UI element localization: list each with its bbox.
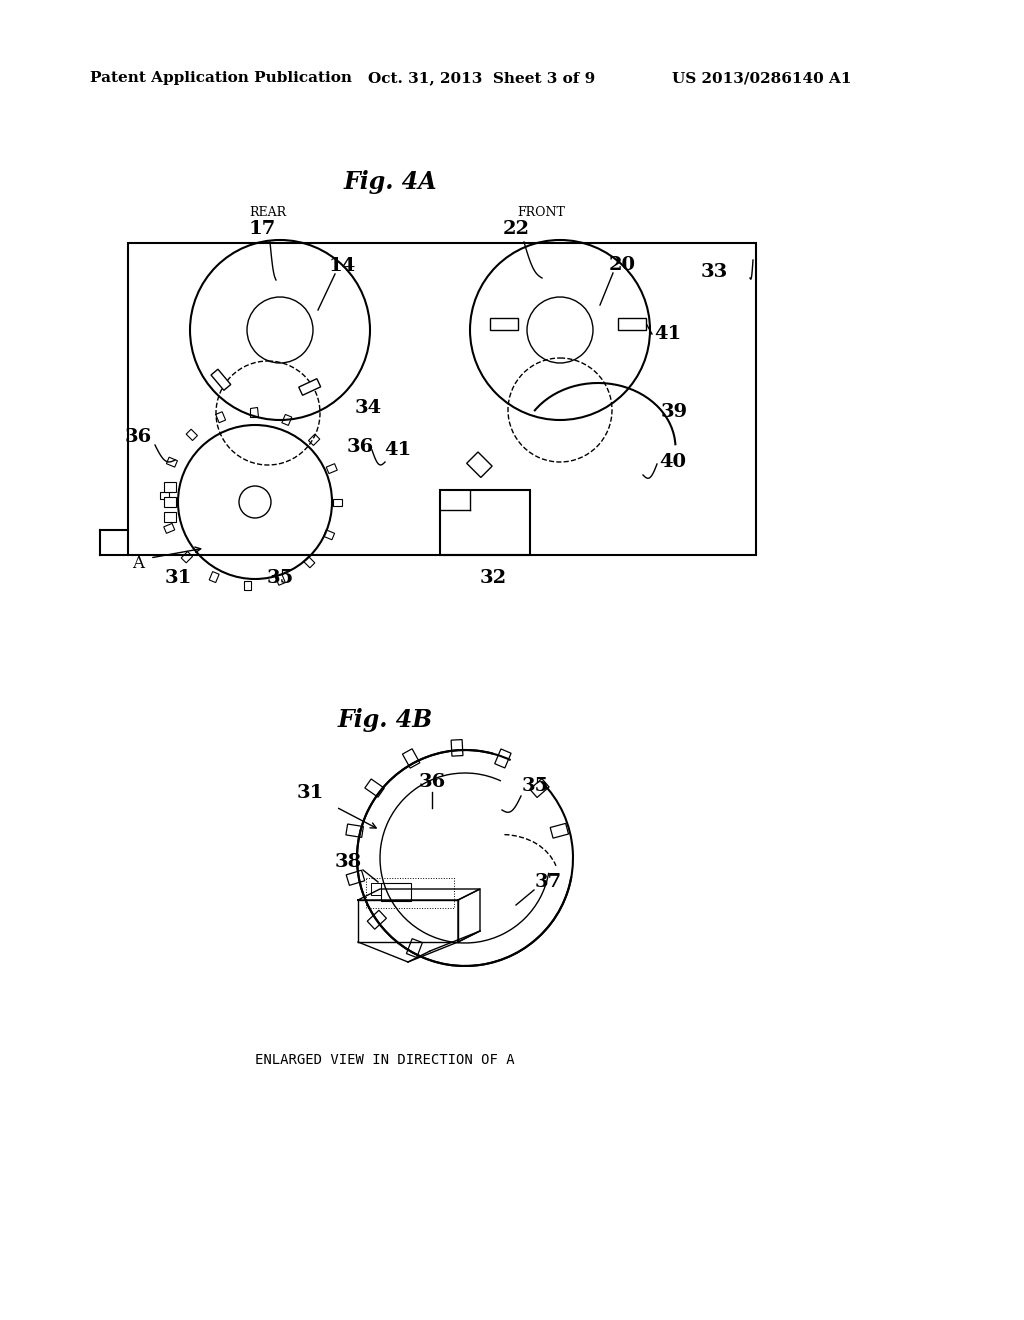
Bar: [618, 318, 646, 330]
Bar: [402, 748, 420, 768]
Bar: [333, 499, 341, 506]
Bar: [160, 491, 169, 499]
Text: 40: 40: [659, 453, 686, 471]
Text: 31: 31: [296, 784, 324, 803]
Bar: [216, 412, 225, 422]
Bar: [209, 572, 219, 582]
Bar: [346, 824, 364, 837]
Text: US 2013/0286140 A1: US 2013/0286140 A1: [672, 71, 852, 84]
Bar: [181, 552, 193, 562]
Bar: [490, 318, 518, 330]
Text: Fig. 4A: Fig. 4A: [343, 170, 437, 194]
Bar: [529, 779, 549, 797]
Text: 38: 38: [335, 853, 361, 871]
Text: 34: 34: [354, 399, 382, 417]
Bar: [346, 870, 365, 886]
Bar: [167, 457, 177, 467]
Bar: [164, 498, 176, 507]
Text: FRONT: FRONT: [517, 206, 565, 219]
Bar: [308, 434, 319, 445]
Text: 41: 41: [654, 325, 682, 343]
Bar: [381, 883, 411, 902]
Text: 14: 14: [329, 257, 355, 275]
Text: ENLARGED VIEW IN DIRECTION OF A: ENLARGED VIEW IN DIRECTION OF A: [255, 1053, 515, 1067]
Bar: [303, 557, 314, 568]
Text: 36: 36: [346, 438, 374, 455]
Bar: [164, 482, 176, 492]
Bar: [440, 490, 530, 554]
Text: 17: 17: [249, 220, 275, 238]
Bar: [299, 379, 321, 395]
Text: 31: 31: [164, 569, 191, 587]
Bar: [407, 939, 423, 957]
Bar: [275, 574, 286, 585]
Bar: [251, 408, 257, 417]
Text: Fig. 4B: Fig. 4B: [337, 708, 432, 733]
Text: REAR: REAR: [250, 206, 287, 219]
Text: 20: 20: [608, 256, 636, 275]
Text: A: A: [132, 556, 144, 573]
Text: Patent Application Publication: Patent Application Publication: [90, 71, 352, 84]
Bar: [211, 370, 230, 391]
Text: 22: 22: [503, 220, 529, 238]
Bar: [164, 524, 175, 533]
Bar: [368, 911, 386, 929]
Text: 33: 33: [700, 263, 728, 281]
Bar: [452, 739, 463, 756]
Bar: [467, 451, 493, 478]
Bar: [186, 429, 198, 441]
Text: 35: 35: [521, 777, 549, 795]
Text: 37: 37: [535, 873, 561, 891]
Text: 39: 39: [660, 403, 687, 421]
Bar: [495, 748, 511, 768]
Bar: [371, 883, 381, 895]
Text: 36: 36: [419, 774, 445, 791]
Bar: [128, 243, 756, 554]
Bar: [324, 529, 335, 540]
Text: 36: 36: [124, 428, 152, 446]
Text: 41: 41: [384, 441, 412, 459]
Bar: [550, 824, 568, 838]
Bar: [282, 414, 292, 425]
Bar: [244, 581, 251, 590]
Text: 35: 35: [266, 569, 294, 587]
Bar: [164, 512, 176, 521]
Text: 32: 32: [479, 569, 507, 587]
Bar: [365, 779, 384, 797]
Text: Oct. 31, 2013  Sheet 3 of 9: Oct. 31, 2013 Sheet 3 of 9: [368, 71, 595, 84]
Bar: [327, 463, 337, 474]
